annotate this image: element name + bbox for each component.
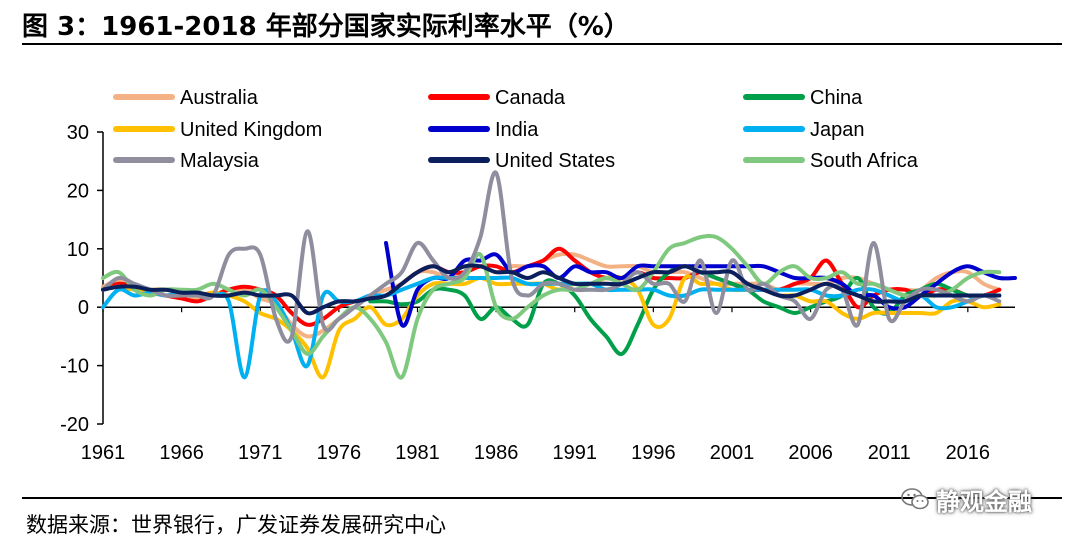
x-tick-label: 2016 bbox=[946, 442, 991, 464]
source-divider bbox=[22, 497, 1062, 499]
axes: -20 -10 0 10 20 30 1961 1966 1971 1976 1981 1986 199… bbox=[60, 122, 1015, 464]
x-tick-label: 2001 bbox=[710, 442, 755, 464]
title-divider bbox=[22, 43, 1062, 45]
y-tick-label: 30 bbox=[67, 122, 89, 144]
y-tick-label: -10 bbox=[60, 356, 89, 378]
legend-label: Malaysia bbox=[180, 150, 260, 172]
legend-label: Canada bbox=[495, 87, 566, 109]
legend-label: United States bbox=[495, 150, 615, 172]
y-tick-label: -20 bbox=[60, 414, 89, 436]
series-lines bbox=[101, 170, 1017, 380]
series-line-canada bbox=[101, 246, 1002, 327]
y-tick-label: 20 bbox=[67, 180, 89, 202]
x-tick-label: 1971 bbox=[238, 442, 283, 464]
watermark-text: 静观金融 bbox=[936, 487, 1032, 516]
legend-label: South Africa bbox=[810, 150, 919, 172]
x-tick-label: 1986 bbox=[474, 442, 519, 464]
legend-label: Japan bbox=[810, 119, 865, 141]
x-tick-label: 1991 bbox=[552, 442, 597, 464]
legend-label: China bbox=[810, 87, 863, 109]
series-line-malaysia bbox=[101, 170, 1002, 344]
x-tick-label: 1996 bbox=[631, 442, 676, 464]
page-title: 图 3：1961-2018 年部分国家实际利率水平（%） bbox=[22, 12, 630, 42]
y-tick-label: 10 bbox=[67, 239, 89, 261]
watermark: 静观金融 bbox=[900, 484, 1032, 516]
wechat-icon bbox=[901, 488, 929, 510]
x-tick-label: 1961 bbox=[81, 442, 126, 464]
x-tick-label: 1981 bbox=[395, 442, 440, 464]
series-line-india bbox=[384, 241, 1017, 328]
legend: Australia Canada China United Kingdom India J… bbox=[113, 87, 919, 172]
x-tick-label: 1966 bbox=[159, 442, 204, 464]
series-line-united-states bbox=[101, 263, 1002, 316]
legend-label: Australia bbox=[180, 87, 259, 109]
x-tick-label: 2011 bbox=[868, 442, 911, 464]
legend-label: United Kingdom bbox=[180, 119, 322, 141]
x-tick-label: 2006 bbox=[788, 442, 833, 464]
y-tick-label: 0 bbox=[78, 297, 89, 319]
source-note: 数据来源：世界银行，广发证券发展研究中心 bbox=[26, 513, 446, 537]
x-tick-label: 1976 bbox=[317, 442, 362, 464]
legend-label: India bbox=[495, 119, 539, 141]
